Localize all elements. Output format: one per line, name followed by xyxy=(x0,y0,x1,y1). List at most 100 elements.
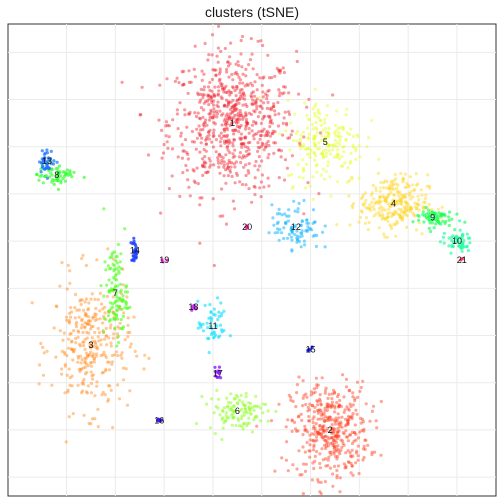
data-point xyxy=(406,183,411,187)
data-point xyxy=(327,417,331,421)
data-point xyxy=(88,352,92,356)
data-point xyxy=(230,408,234,412)
data-point xyxy=(235,124,239,128)
data-point xyxy=(84,351,89,355)
data-point xyxy=(233,103,237,108)
data-point xyxy=(318,432,322,436)
data-point xyxy=(448,210,452,214)
data-point xyxy=(133,248,137,252)
data-point xyxy=(121,366,126,370)
data-point xyxy=(236,416,240,421)
data-point xyxy=(202,72,206,76)
data-point xyxy=(126,331,130,335)
data-point xyxy=(78,299,82,303)
data-point xyxy=(416,182,420,186)
data-point xyxy=(330,143,334,147)
data-point xyxy=(237,114,241,118)
data-point xyxy=(368,203,372,207)
data-point xyxy=(262,127,266,131)
data-point xyxy=(378,186,382,190)
data-point xyxy=(87,315,91,319)
data-point xyxy=(270,76,274,80)
data-point xyxy=(186,152,190,156)
data-point xyxy=(361,447,366,451)
data-point xyxy=(356,444,360,448)
data-point xyxy=(86,354,90,358)
data-point xyxy=(328,429,332,433)
data-point xyxy=(296,207,300,211)
data-point xyxy=(109,287,113,291)
data-point xyxy=(413,187,417,192)
data-point xyxy=(105,283,109,287)
data-point xyxy=(90,325,94,329)
data-point xyxy=(330,404,334,408)
data-point xyxy=(353,397,357,401)
data-point xyxy=(401,178,405,182)
data-point xyxy=(214,73,218,77)
data-point xyxy=(388,186,392,190)
data-point xyxy=(361,420,365,424)
data-point xyxy=(83,300,87,304)
data-point xyxy=(212,115,216,119)
data-point xyxy=(198,150,202,154)
data-point xyxy=(402,209,406,214)
data-point xyxy=(405,185,409,189)
data-point xyxy=(430,207,434,211)
data-point xyxy=(288,136,292,140)
data-point xyxy=(140,85,144,89)
data-point xyxy=(404,201,408,205)
data-point xyxy=(373,202,377,206)
data-point xyxy=(76,354,80,358)
data-point xyxy=(277,238,281,242)
data-point xyxy=(42,351,46,355)
data-point xyxy=(233,181,237,185)
data-point xyxy=(201,164,205,169)
data-point xyxy=(429,229,433,234)
data-point xyxy=(312,445,316,449)
data-point xyxy=(308,227,312,231)
data-point xyxy=(404,204,409,208)
data-point xyxy=(320,134,324,138)
data-point xyxy=(210,115,214,119)
data-point xyxy=(76,360,80,364)
data-point xyxy=(85,321,89,326)
data-point xyxy=(220,417,224,421)
data-point xyxy=(348,433,353,437)
data-point xyxy=(363,447,367,451)
data-point xyxy=(54,355,58,359)
data-point xyxy=(395,212,399,216)
data-point xyxy=(205,135,209,139)
data-point xyxy=(323,406,327,410)
data-point xyxy=(421,205,425,209)
data-point xyxy=(131,254,135,258)
data-point xyxy=(221,86,225,90)
data-point xyxy=(318,423,322,428)
cluster-15-points xyxy=(306,345,314,352)
data-point xyxy=(460,249,464,253)
data-point xyxy=(333,420,337,424)
data-point xyxy=(298,473,302,477)
data-point xyxy=(422,200,426,204)
data-point xyxy=(184,163,188,168)
data-point xyxy=(259,104,263,108)
data-point xyxy=(114,255,118,259)
data-point xyxy=(372,214,376,218)
data-point xyxy=(214,68,218,72)
data-point xyxy=(251,90,255,94)
data-point xyxy=(226,144,230,148)
data-point xyxy=(326,404,330,409)
data-point xyxy=(116,284,120,288)
data-point xyxy=(215,54,219,58)
data-point xyxy=(245,120,249,125)
data-point xyxy=(202,101,206,105)
cluster-label-2: 2 xyxy=(328,425,333,435)
data-point xyxy=(82,175,86,179)
data-point xyxy=(336,135,341,139)
data-point xyxy=(393,201,397,205)
data-point xyxy=(90,292,94,296)
data-point xyxy=(389,224,393,228)
data-point xyxy=(278,227,282,232)
data-point xyxy=(327,149,331,153)
data-point xyxy=(230,110,234,114)
data-point xyxy=(250,430,254,434)
